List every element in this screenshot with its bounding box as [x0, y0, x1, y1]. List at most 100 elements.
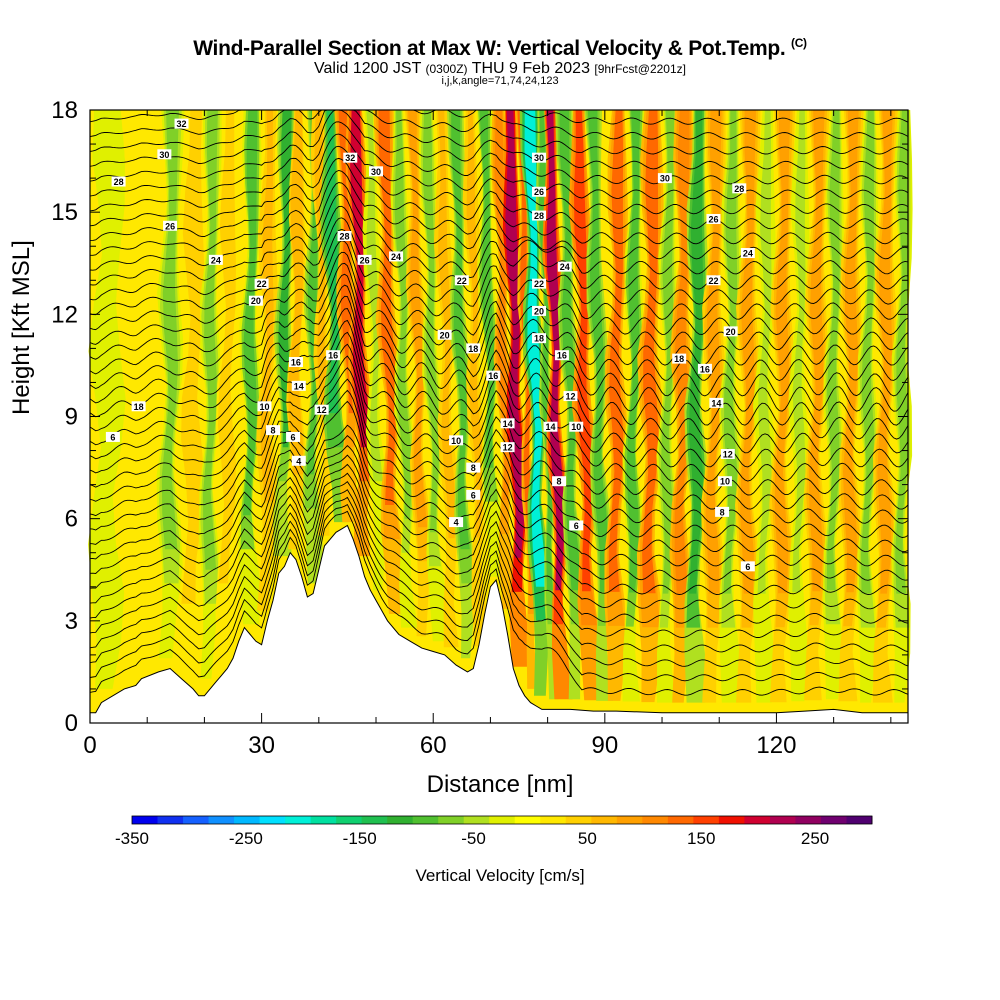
w-column [688, 110, 704, 594]
colorbar-swatch [412, 816, 439, 824]
contour-label-text: 12 [503, 443, 513, 453]
contour-label-bg [563, 391, 578, 402]
w-column [642, 110, 659, 594]
contour-label-text: 10 [571, 422, 581, 432]
contour-label-bg [389, 251, 404, 262]
contour-label: 6 [569, 520, 584, 531]
contour-label-text: 16 [488, 371, 498, 381]
w-column [95, 110, 118, 580]
contour-label: 12 [500, 442, 515, 453]
colorbar-tick-label: 50 [578, 829, 597, 848]
contour-label-bg [466, 462, 481, 473]
colorbar-swatch [157, 816, 184, 824]
w-column [408, 110, 428, 528]
contour-label-text: 16 [557, 351, 567, 361]
contour-label-bg [715, 506, 730, 517]
contour-label: 28 [732, 183, 747, 194]
x-tick-labels: 0 30 60 90 120 [83, 732, 796, 759]
w-column [757, 110, 772, 594]
contour-label-bg [111, 176, 126, 187]
colorbar-swatch [616, 816, 643, 824]
contour-label-bg [369, 166, 384, 177]
chart-subtitle: Valid 1200 JST (0300Z) THU 9 Feb 2023 [9… [0, 60, 1000, 78]
contour-label-text: 20 [251, 296, 261, 306]
subtitle-date: THU 9 Feb 2023 [471, 60, 590, 77]
contour-label: 28 [111, 176, 126, 187]
contour-label-text: 8 [471, 463, 476, 473]
contour-label: 6 [286, 431, 301, 442]
contour-label-text: 30 [660, 174, 670, 184]
contour-label-text: 14 [545, 422, 555, 432]
contour-label-text: 4 [296, 456, 301, 466]
contour-label-bg [208, 254, 223, 265]
contour-label-text: 20 [440, 330, 450, 340]
contour-label-bg [697, 363, 712, 374]
contour-label-bg [466, 489, 481, 500]
colorbar-tick-label: -50 [461, 829, 486, 848]
contour-label: 32 [343, 152, 358, 163]
isentrope-line [89, 133, 909, 200]
isentrope-line [89, 489, 909, 653]
w-column [437, 110, 456, 539]
w-column [792, 110, 806, 593]
colorbar-tick-label: 250 [801, 829, 829, 848]
w-column [451, 110, 470, 550]
contour-label-text: 22 [457, 276, 467, 286]
contour-label-bg [337, 231, 352, 242]
axis-ticks [89, 109, 908, 724]
contour-label: 8 [266, 425, 281, 436]
isentrope-line [89, 251, 909, 351]
isentrope-line [89, 170, 909, 245]
colorbar-swatch [234, 816, 261, 824]
w-column [608, 110, 624, 592]
contour-label: 20 [532, 305, 547, 316]
colorbar-label: Vertical Velocity [cm/s] [415, 866, 584, 885]
w-column [674, 110, 690, 594]
contour-label-text: 26 [360, 255, 370, 265]
contour-label: 4 [449, 517, 464, 528]
w-column [559, 110, 581, 591]
contour-label-bg [706, 213, 721, 224]
contour-label: 14 [291, 380, 306, 391]
contour-label-text: 24 [211, 255, 221, 265]
contour-label-text: 30 [371, 167, 381, 177]
contour-label-text: 8 [557, 477, 562, 487]
colorbar-swatch [132, 816, 159, 824]
contour-label-text: 26 [709, 214, 719, 224]
chart-grid-info: i,j,k,angle=71,74,24,123 [441, 75, 559, 87]
isentrope-line [89, 240, 909, 336]
w-column [466, 110, 484, 538]
contour-label: 8 [552, 476, 567, 487]
isentrope-line [89, 228, 909, 320]
contour-label: 6 [466, 489, 481, 500]
w-column [203, 110, 218, 570]
w-column [740, 110, 756, 594]
contour-label: 26 [357, 254, 372, 265]
contour-label-bg [343, 152, 358, 163]
colorbar-swatch [438, 816, 465, 824]
contour-label: 30 [157, 149, 172, 160]
contour-label: 20 [723, 326, 738, 337]
contour-label: 8 [466, 462, 481, 473]
y-tick-label: 12 [51, 301, 78, 328]
w-column [774, 110, 791, 594]
contour-label: 6 [105, 431, 120, 442]
subtitle-utc: (0300Z) [425, 62, 468, 76]
isentrope-line [89, 367, 909, 496]
contour-label: 32 [174, 118, 189, 129]
chart-title-text: Wind-Parallel Section at Max W: Vertical… [193, 37, 786, 60]
contour-label-text: 20 [726, 327, 736, 337]
colorbar-tick-label: -150 [343, 829, 377, 848]
colorbar-swatch [208, 816, 235, 824]
y-tick-label: 9 [65, 404, 78, 431]
contour-label-bg [532, 152, 547, 163]
w-column [183, 110, 202, 570]
contour-label: 16 [697, 363, 712, 374]
contour-label-bg [532, 278, 547, 289]
isentrope-line [89, 434, 909, 567]
subtitle-fcst: [9hrFcst@2201z] [594, 62, 686, 76]
y-axis-label: Height [Kft MSL] [8, 240, 35, 415]
contour-label: 18 [131, 401, 146, 412]
contour-label: 16 [288, 357, 303, 368]
isentrope-line [89, 109, 909, 155]
